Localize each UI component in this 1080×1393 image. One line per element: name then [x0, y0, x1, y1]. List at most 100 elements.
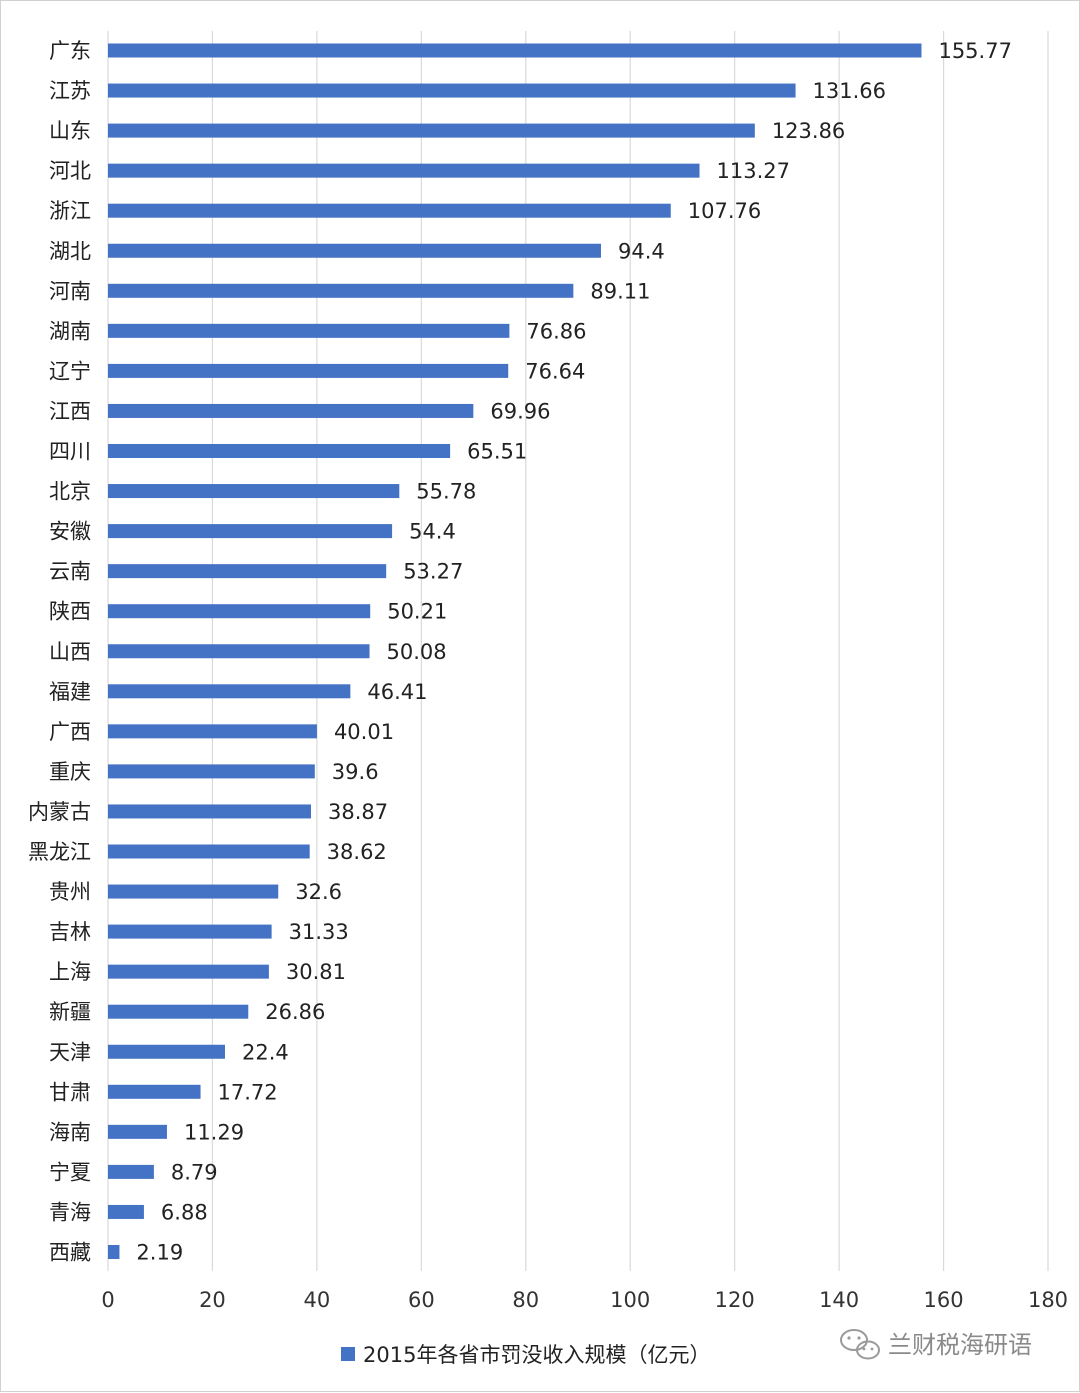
value-label: 76.64	[525, 359, 585, 383]
category-label: 贵州	[49, 880, 91, 904]
value-label: 26.86	[265, 1000, 325, 1024]
bar	[108, 644, 370, 659]
value-label: 107.76	[688, 199, 761, 223]
value-label: 2.19	[136, 1241, 183, 1265]
category-label: 西藏	[49, 1241, 91, 1265]
bar	[108, 844, 310, 859]
x-axis-ticks: 0 20 40 60 80 100 120 140 160 180	[101, 1288, 1068, 1312]
x-tick-label: 180	[1028, 1288, 1068, 1312]
value-label: 89.11	[590, 279, 650, 303]
value-label: 11.29	[184, 1120, 244, 1144]
category-label: 四川	[49, 440, 91, 464]
value-label: 123.86	[772, 119, 845, 143]
watermark: 兰财税海研语	[840, 1329, 1032, 1360]
x-tick-label: 20	[199, 1288, 226, 1312]
legend: 2015年各省市罚没收入规模（亿元）	[341, 1343, 710, 1367]
category-label: 宁夏	[49, 1160, 91, 1184]
x-tick-label: 140	[819, 1288, 859, 1312]
category-label: 山西	[49, 640, 91, 664]
value-label: 38.87	[328, 800, 388, 824]
legend-swatch	[341, 1347, 355, 1361]
value-label: 6.88	[161, 1200, 208, 1224]
bar	[108, 484, 400, 499]
bar	[108, 964, 269, 979]
category-label: 上海	[49, 960, 91, 984]
x-tick-label: 60	[408, 1288, 435, 1312]
bar	[108, 444, 451, 458]
value-label: 69.96	[490, 399, 550, 423]
gridlines	[107, 31, 1049, 1271]
category-label: 辽宁	[49, 359, 91, 383]
bar	[108, 243, 601, 258]
value-label: 113.27	[717, 159, 790, 183]
bar	[108, 403, 474, 418]
watermark-text: 兰财税海研语	[888, 1331, 1032, 1359]
value-label: 54.4	[409, 520, 456, 544]
x-tick-label: 80	[512, 1288, 539, 1312]
value-label: 55.78	[416, 480, 476, 504]
value-label: 50.08	[387, 640, 447, 664]
x-tick-label: 40	[304, 1288, 331, 1312]
value-label: 94.4	[618, 239, 665, 263]
bar	[108, 163, 700, 178]
category-label: 广西	[49, 720, 91, 744]
category-label: 陕西	[49, 600, 91, 624]
category-label: 黑龙江	[28, 840, 91, 864]
bar	[108, 1245, 120, 1259]
value-labels: 155.77131.66123.86113.27107.7694.489.117…	[136, 39, 1012, 1265]
x-tick-label: 0	[101, 1288, 114, 1312]
x-tick-label: 160	[924, 1288, 964, 1312]
bar	[108, 283, 574, 298]
value-label: 76.86	[526, 319, 586, 343]
bar	[108, 203, 671, 218]
value-label: 31.33	[289, 920, 349, 944]
bar	[108, 1004, 249, 1019]
bar	[108, 804, 311, 819]
value-label: 32.6	[295, 880, 342, 904]
legend-label: 2015年各省市罚没收入规模（亿元）	[363, 1343, 710, 1367]
value-label: 46.41	[367, 680, 427, 704]
bar	[108, 1164, 154, 1179]
bar	[108, 1204, 144, 1219]
bar	[108, 604, 371, 619]
bar	[108, 764, 315, 779]
category-label: 天津	[49, 1040, 91, 1064]
category-label: 山东	[49, 119, 91, 143]
bar	[108, 524, 393, 539]
category-label: 广东	[49, 39, 91, 63]
value-label: 131.66	[813, 79, 886, 103]
bar	[108, 1084, 201, 1099]
category-label: 甘肃	[49, 1080, 91, 1104]
value-label: 50.21	[387, 600, 447, 624]
x-tick-label: 100	[610, 1288, 650, 1312]
category-label: 北京	[49, 480, 91, 504]
category-labels: 广东江苏山东河北浙江湖北河南湖南辽宁江西四川北京安徽云南陕西山西福建广西重庆内蒙…	[28, 39, 91, 1265]
category-label: 青海	[49, 1200, 91, 1224]
wechat-icon	[840, 1329, 880, 1360]
bar	[108, 1044, 225, 1059]
category-label: 湖北	[49, 239, 91, 263]
bar	[108, 123, 755, 138]
bar	[108, 724, 317, 739]
category-label: 河北	[49, 159, 91, 183]
x-tick-label: 120	[715, 1288, 755, 1312]
value-label: 22.4	[242, 1040, 289, 1064]
value-label: 17.72	[218, 1080, 278, 1104]
bar	[108, 363, 509, 378]
category-label: 江西	[49, 399, 91, 423]
value-label: 30.81	[286, 960, 346, 984]
bar	[108, 323, 510, 338]
bars	[108, 43, 922, 1259]
bar	[108, 1124, 167, 1139]
value-label: 65.51	[467, 440, 527, 464]
value-label: 8.79	[171, 1160, 218, 1184]
value-label: 39.6	[332, 760, 379, 784]
category-label: 福建	[49, 680, 91, 704]
category-label: 新疆	[49, 1000, 91, 1024]
bar	[108, 684, 351, 699]
category-label: 重庆	[49, 760, 91, 784]
category-label: 吉林	[49, 920, 91, 944]
bar	[108, 884, 279, 899]
